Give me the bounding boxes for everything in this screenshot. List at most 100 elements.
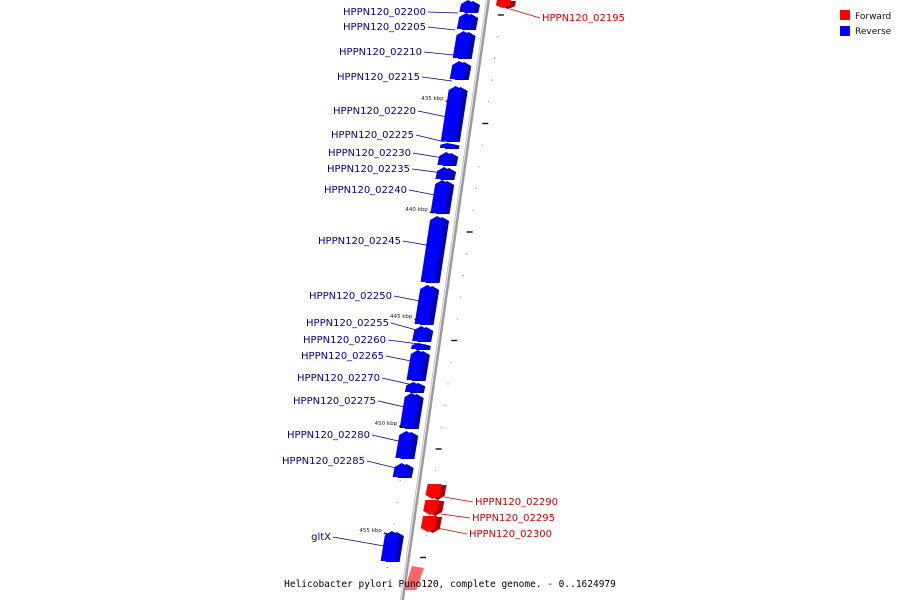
gene-label[interactable]: gltX — [311, 532, 331, 543]
gene-HPPN120_02220[interactable] — [440, 86, 468, 142]
gene-HPPN120_02225[interactable] — [439, 143, 460, 149]
gene-arrow[interactable] — [449, 61, 467, 79]
legend-label-reverse: Reverse — [855, 27, 892, 37]
label-leader — [377, 400, 410, 409]
gene-HPPN120_02285[interactable] — [392, 463, 414, 478]
gene-label[interactable]: HPPN120_02250 — [309, 291, 392, 302]
gene-HPPN120_02260[interactable] — [410, 343, 431, 350]
gene-arrow-partial[interactable] — [404, 566, 424, 590]
gene-label[interactable]: HPPN120_02285 — [282, 456, 365, 467]
scale-labels: 435 kbp 440 kbp 445 kbp 450 kbp 455 kbp — [359, 96, 450, 535]
gene-label[interactable]: HPPN120_02215 — [337, 72, 420, 83]
gene-label[interactable]: HPPN120_02240 — [324, 185, 407, 196]
gene-label[interactable]: HPPN120_02300 — [469, 529, 552, 540]
gene-HPPN120_02210[interactable] — [452, 31, 476, 59]
gene-arrow[interactable] — [420, 216, 445, 282]
gene-label[interactable]: HPPN120_02270 — [297, 373, 380, 384]
label-leader — [381, 377, 414, 386]
gene-HPPN120_02300[interactable] — [420, 516, 443, 533]
gene-label[interactable]: HPPN120_02265 — [301, 351, 384, 362]
gene-arrow[interactable] — [437, 152, 454, 165]
legend-label-forward: Forward — [855, 12, 891, 22]
gene-arrow[interactable] — [425, 484, 442, 499]
label-leader — [421, 76, 453, 82]
label-leader — [390, 322, 421, 332]
gene-HPPN120_02245[interactable] — [420, 216, 450, 283]
gene-HPPN120_02275[interactable] — [399, 393, 424, 429]
gene-arrow[interactable] — [423, 500, 440, 515]
gene-label[interactable]: HPPN120_02200 — [343, 7, 426, 18]
genome-backbone — [400, 0, 488, 600]
gene-arrow[interactable] — [495, 0, 511, 8]
label-leader — [427, 11, 459, 14]
gene-arrow[interactable] — [395, 431, 414, 458]
gene-arrow[interactable] — [420, 516, 438, 532]
gene-arrow[interactable] — [414, 285, 435, 324]
gene-arrow[interactable] — [404, 382, 421, 392]
gene-HPPN120_02205[interactable] — [456, 13, 479, 30]
legend-swatch-reverse — [840, 26, 850, 36]
label-leader — [387, 339, 420, 345]
gene-arrow[interactable] — [392, 463, 409, 477]
gene-HPPN120_02295[interactable] — [423, 500, 445, 516]
gene-label[interactable]: HPPN120_02260 — [303, 335, 386, 346]
label-leader — [393, 295, 426, 303]
gene-HPPN120_02270[interactable] — [404, 382, 426, 393]
gene-label[interactable]: HPPN120_02225 — [331, 130, 414, 141]
scale-label: 455 kbp — [359, 528, 382, 534]
gene-label[interactable]: HPPN120_02275 — [293, 396, 376, 407]
scale-label: 440 kbp — [405, 207, 428, 213]
gene-track — [380, 0, 516, 590]
gene-label[interactable]: HPPN120_02295 — [472, 513, 555, 524]
label-leader — [411, 168, 444, 174]
legend: Forward Reverse — [840, 10, 892, 37]
legend-swatch-forward — [840, 10, 850, 20]
gene-label[interactable]: HPPN120_02205 — [343, 22, 426, 33]
label-leader — [427, 26, 456, 31]
scale-label: 450 kbp — [375, 421, 398, 427]
gene-HPPN120_02215[interactable] — [449, 61, 472, 80]
gene-HPPN120_02250[interactable] — [414, 285, 440, 325]
gene-label[interactable]: HPPN120_02280 — [287, 430, 370, 441]
gene-arrow[interactable] — [440, 86, 463, 141]
gene-labels: HPPN120_02195 HPPN120_02200 HPPN120_02205 H… — [282, 7, 625, 543]
label-leader — [436, 527, 468, 535]
label-leader — [412, 152, 444, 159]
gene-label[interactable]: HPPN120_02210 — [339, 47, 422, 58]
label-leader — [371, 434, 404, 443]
gene-label[interactable]: HPPN120_02220 — [333, 106, 416, 117]
gene-label[interactable]: HPPN120_02230 — [328, 148, 411, 159]
gene-arrow[interactable] — [459, 0, 475, 12]
gene-arrow[interactable] — [406, 350, 425, 380]
gene-HPPN120_02265[interactable] — [406, 350, 430, 381]
gene-HPPN120_02255[interactable] — [412, 326, 434, 342]
label-leader — [402, 240, 433, 247]
gene-label[interactable]: HPPN120_02245 — [318, 236, 401, 247]
gene-HPPN120_02230[interactable] — [437, 152, 459, 166]
gene-gltX[interactable] — [380, 531, 404, 562]
gene-label[interactable]: HPPN120_02235 — [327, 164, 410, 175]
gene-arrow[interactable] — [430, 180, 450, 213]
gene-arrow[interactable] — [410, 343, 426, 349]
gene-HPPN120_02235[interactable] — [435, 167, 457, 180]
label-leader — [415, 134, 446, 143]
gene-arrow[interactable] — [439, 143, 455, 148]
gene-arrow[interactable] — [456, 13, 474, 29]
gene-HPPN120_02240[interactable] — [430, 180, 455, 214]
gene-label[interactable]: HPPN120_02290 — [475, 497, 558, 508]
scale-tick — [414, 318, 419, 321]
gene-arrow[interactable] — [435, 167, 452, 179]
gene-HPPN120_02280[interactable] — [395, 431, 419, 459]
scale-tick — [445, 100, 450, 103]
gene-HPPN120_02195[interactable] — [495, 0, 516, 9]
gene-HPPN120_02200[interactable] — [459, 0, 480, 13]
gene-arrow[interactable] — [380, 531, 399, 561]
gene-arrow[interactable] — [452, 31, 471, 58]
gene-HPPN120_02290[interactable] — [425, 484, 447, 500]
legend-item-forward: Forward — [840, 10, 891, 22]
gene-label[interactable]: HPPN120_02195 — [542, 13, 625, 24]
gene-arrow[interactable] — [399, 393, 419, 428]
label-leader — [509, 8, 541, 19]
gene-label[interactable]: HPPN120_02255 — [306, 318, 389, 329]
